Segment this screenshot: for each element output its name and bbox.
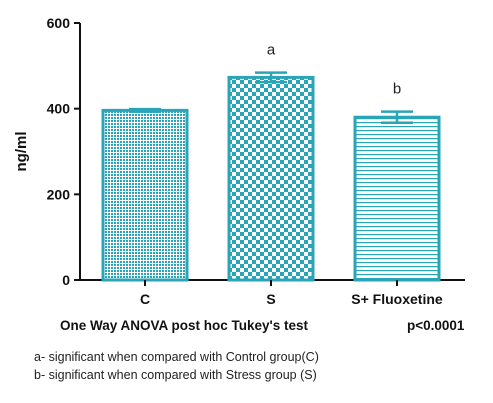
bar-2 [227, 75, 315, 282]
y-tick-label: 400 [47, 101, 71, 117]
y-axis-label: ng/ml [13, 132, 30, 172]
y-tick-label: 600 [47, 15, 71, 31]
test-caption: One Way ANOVA post hoc Tukey's test [60, 318, 309, 333]
y-tick-label: 200 [47, 186, 71, 202]
y-tick-label: 0 [62, 272, 70, 288]
x-tick-label: C [140, 291, 150, 307]
p-value: p<0.0001 [407, 318, 465, 333]
significance-note-a: a- significant when compared with Contro… [34, 350, 319, 364]
bar-chart: 0 200 400 600 ng/ml C Sa S+ Fluoxetine b [13, 15, 465, 307]
x-tick-label: S+ Fluoxetine [351, 291, 443, 307]
x-tick-label: S [266, 291, 275, 307]
significance-label-a: a [267, 42, 276, 59]
significance-label-b: b [393, 81, 401, 98]
bar-3 [353, 115, 441, 282]
significance-note-b: b- significant when compared with Stress… [34, 368, 317, 382]
bar-1 [101, 108, 189, 282]
